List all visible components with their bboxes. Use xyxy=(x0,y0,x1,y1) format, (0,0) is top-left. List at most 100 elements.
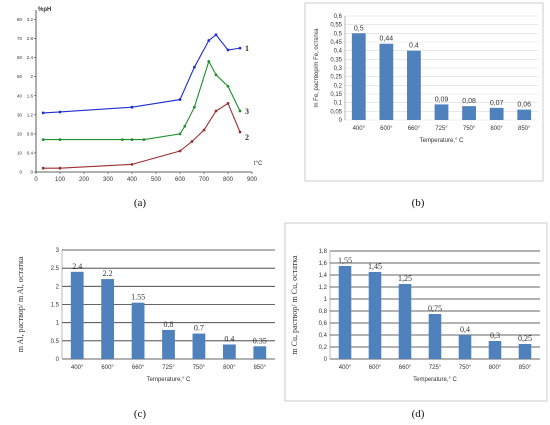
bar-panel-d xyxy=(368,272,382,359)
x-tick-label-panel-d: 800° xyxy=(489,365,502,371)
series-label-a-3: 3 xyxy=(245,107,249,116)
x-tick-label-panel-c: 725° xyxy=(162,365,175,371)
bar-panel-d xyxy=(338,266,352,359)
y-tick-right-a: 0.8 xyxy=(27,131,34,136)
y-tick-label-panel-b: 0,15 xyxy=(330,92,342,98)
series-point-a-2 xyxy=(202,128,206,132)
data-label-panel-d: 0,75 xyxy=(428,304,442,313)
series-point-a-1 xyxy=(193,65,196,69)
y-tick-label-panel-d: 1,8 xyxy=(319,249,328,255)
y-tick-label-panel-b: 0,25 xyxy=(330,75,342,81)
series-point-a-3 xyxy=(58,138,62,142)
data-label-panel-b: 0,06 xyxy=(517,102,531,109)
y-axis-label-a: %pH xyxy=(38,7,51,13)
bar-panel-d xyxy=(398,284,412,359)
y-tick-right-a: 2 xyxy=(30,74,33,79)
y-tick-label-panel-d: 0,4 xyxy=(319,333,328,339)
x-tick-label-panel-b: 750° xyxy=(463,126,476,132)
bar-panel-c xyxy=(70,271,84,359)
bar-panel-b xyxy=(407,50,421,120)
x-tick-label-panel-c: 600° xyxy=(101,365,114,371)
caption-a: (a) xyxy=(134,197,147,209)
y-tick-label-panel-c: 0.5 xyxy=(51,339,60,345)
y-tick-label-panel-b: 0,2 xyxy=(334,83,343,89)
y-tick-right-a: 2.4 xyxy=(27,55,34,60)
y-tick-label-panel-d: 0,2 xyxy=(319,345,328,351)
bar-panel-d xyxy=(488,341,502,359)
x-tick-label-a: 300 xyxy=(103,177,114,183)
y-axis-label-panel-b: m Fe, раствор/m Fe, остатка xyxy=(314,28,320,108)
panel-b-border xyxy=(304,2,544,182)
y-tick-left-a: 30 xyxy=(17,112,23,117)
y-tick-left-a: 40 xyxy=(17,93,23,98)
y-tick-label-panel-d: 0,6 xyxy=(319,321,328,327)
x-tick-label-panel-d: 660° xyxy=(399,365,412,371)
x-tick-label-panel-b: 800° xyxy=(490,126,503,132)
x-tick-label-panel-b: 660° xyxy=(408,126,421,132)
bar-panel-c xyxy=(131,302,145,359)
series-point-a-1 xyxy=(207,39,211,42)
x-tick-label-panel-d: 600° xyxy=(369,365,382,371)
series-point-a-1 xyxy=(130,105,134,109)
series-line-a-2 xyxy=(43,102,241,169)
bar-panel-d xyxy=(518,344,532,359)
series-point-a-3 xyxy=(130,138,134,142)
series-point-a-1 xyxy=(178,98,182,101)
y-tick-label-panel-b: 0,4 xyxy=(334,49,343,55)
panel-b-bar-chart: 0 0,05 0,1 0,15 0,2 0,25 0,3 0,35 0,4 0,45 0,5 0,55… xyxy=(304,2,544,182)
bar-panel-b xyxy=(489,107,504,120)
y-tick-right-a: 0 xyxy=(30,170,33,175)
series-point-a-2 xyxy=(130,162,134,166)
bar-panel-c xyxy=(222,344,236,359)
y-tick-left-a: 80 xyxy=(17,17,23,22)
data-label-panel-b: 0,4 xyxy=(409,43,419,50)
series-point-a-2 xyxy=(214,109,218,113)
series-point-a-3 xyxy=(178,132,182,136)
series-point-a-3 xyxy=(121,138,124,142)
series-line-a-3 xyxy=(43,60,241,141)
y-tick-label-panel-c: 3 xyxy=(56,248,60,254)
data-label-panel-c: 2.2 xyxy=(103,269,113,278)
x-tick-label-panel-b: 725° xyxy=(435,126,448,132)
y-tick-left-a: 20 xyxy=(17,131,23,136)
y-tick-label-panel-d: 1 xyxy=(324,297,328,303)
data-label-panel-c: 2.4 xyxy=(72,262,82,271)
series-point-a-3 xyxy=(207,60,211,63)
x-axis-label-panel-c: Temperature,° C xyxy=(147,377,191,383)
data-label-panel-c: 0.35 xyxy=(253,336,267,345)
y-tick-label-panel-b: 0,5 xyxy=(334,31,343,37)
x-tick-label-a: 500 xyxy=(151,177,162,183)
x-tick-label-a: 100 xyxy=(55,177,66,183)
y-tick-label-panel-c: 2 xyxy=(56,284,60,290)
bar-panel-c xyxy=(162,329,175,359)
y-tick-label-panel-b: 0,3 xyxy=(334,66,343,72)
x-tick-label-a: 200 xyxy=(79,177,90,183)
y-tick-label-panel-d: 0 xyxy=(324,357,328,363)
y-tick-label-panel-b: 0 xyxy=(339,118,343,124)
data-label-panel-b: 0,44 xyxy=(380,36,394,43)
x-tick-label-panel-b: 850° xyxy=(518,126,531,132)
bar-panel-b xyxy=(517,109,532,120)
x-tick-label-a: 900 xyxy=(247,177,258,183)
y-tick-left-a: 60 xyxy=(17,55,23,60)
y-tick-left-a: 50 xyxy=(17,74,23,79)
y-tick-label-panel-b: 0,6 xyxy=(334,14,343,20)
y-tick-left-a: 0 xyxy=(19,170,22,175)
x-tick-label-panel-c: 850° xyxy=(254,365,267,371)
data-label-panel-d: 0,25 xyxy=(518,334,532,343)
data-label-panel-c: 0.7 xyxy=(194,324,204,333)
bar-panel-d xyxy=(458,335,472,359)
data-label-panel-b: 0,07 xyxy=(490,100,504,107)
y-tick-label-panel-b: 0,1 xyxy=(334,101,343,107)
y-axis-label-panel-c: m Al, раствор/ m Al, остатка xyxy=(16,256,25,352)
data-label-panel-b: 0,08 xyxy=(462,98,476,105)
data-label-panel-c: 0.4 xyxy=(224,334,234,343)
y-tick-label-panel-d: 1,2 xyxy=(319,285,328,291)
y-tick-right-a: 3.2 xyxy=(27,17,34,22)
x-tick-label-a: 600 xyxy=(175,177,186,183)
panel-d-bar-chart: 0 0,2 0,4 0,6 0,8 1 1,2 1,4 1,6 1,8 1,55 400° 1,45 60… xyxy=(284,222,548,402)
series-label-a-2: 2 xyxy=(245,133,249,142)
y-tick-label-panel-d: 1,4 xyxy=(319,273,328,279)
panel-c-bar-chart: 0 0.5 1 1.5 2 2.5 3 2.4 400° 2.2 600° 1.55 660° 0.8 72… xyxy=(16,248,275,383)
